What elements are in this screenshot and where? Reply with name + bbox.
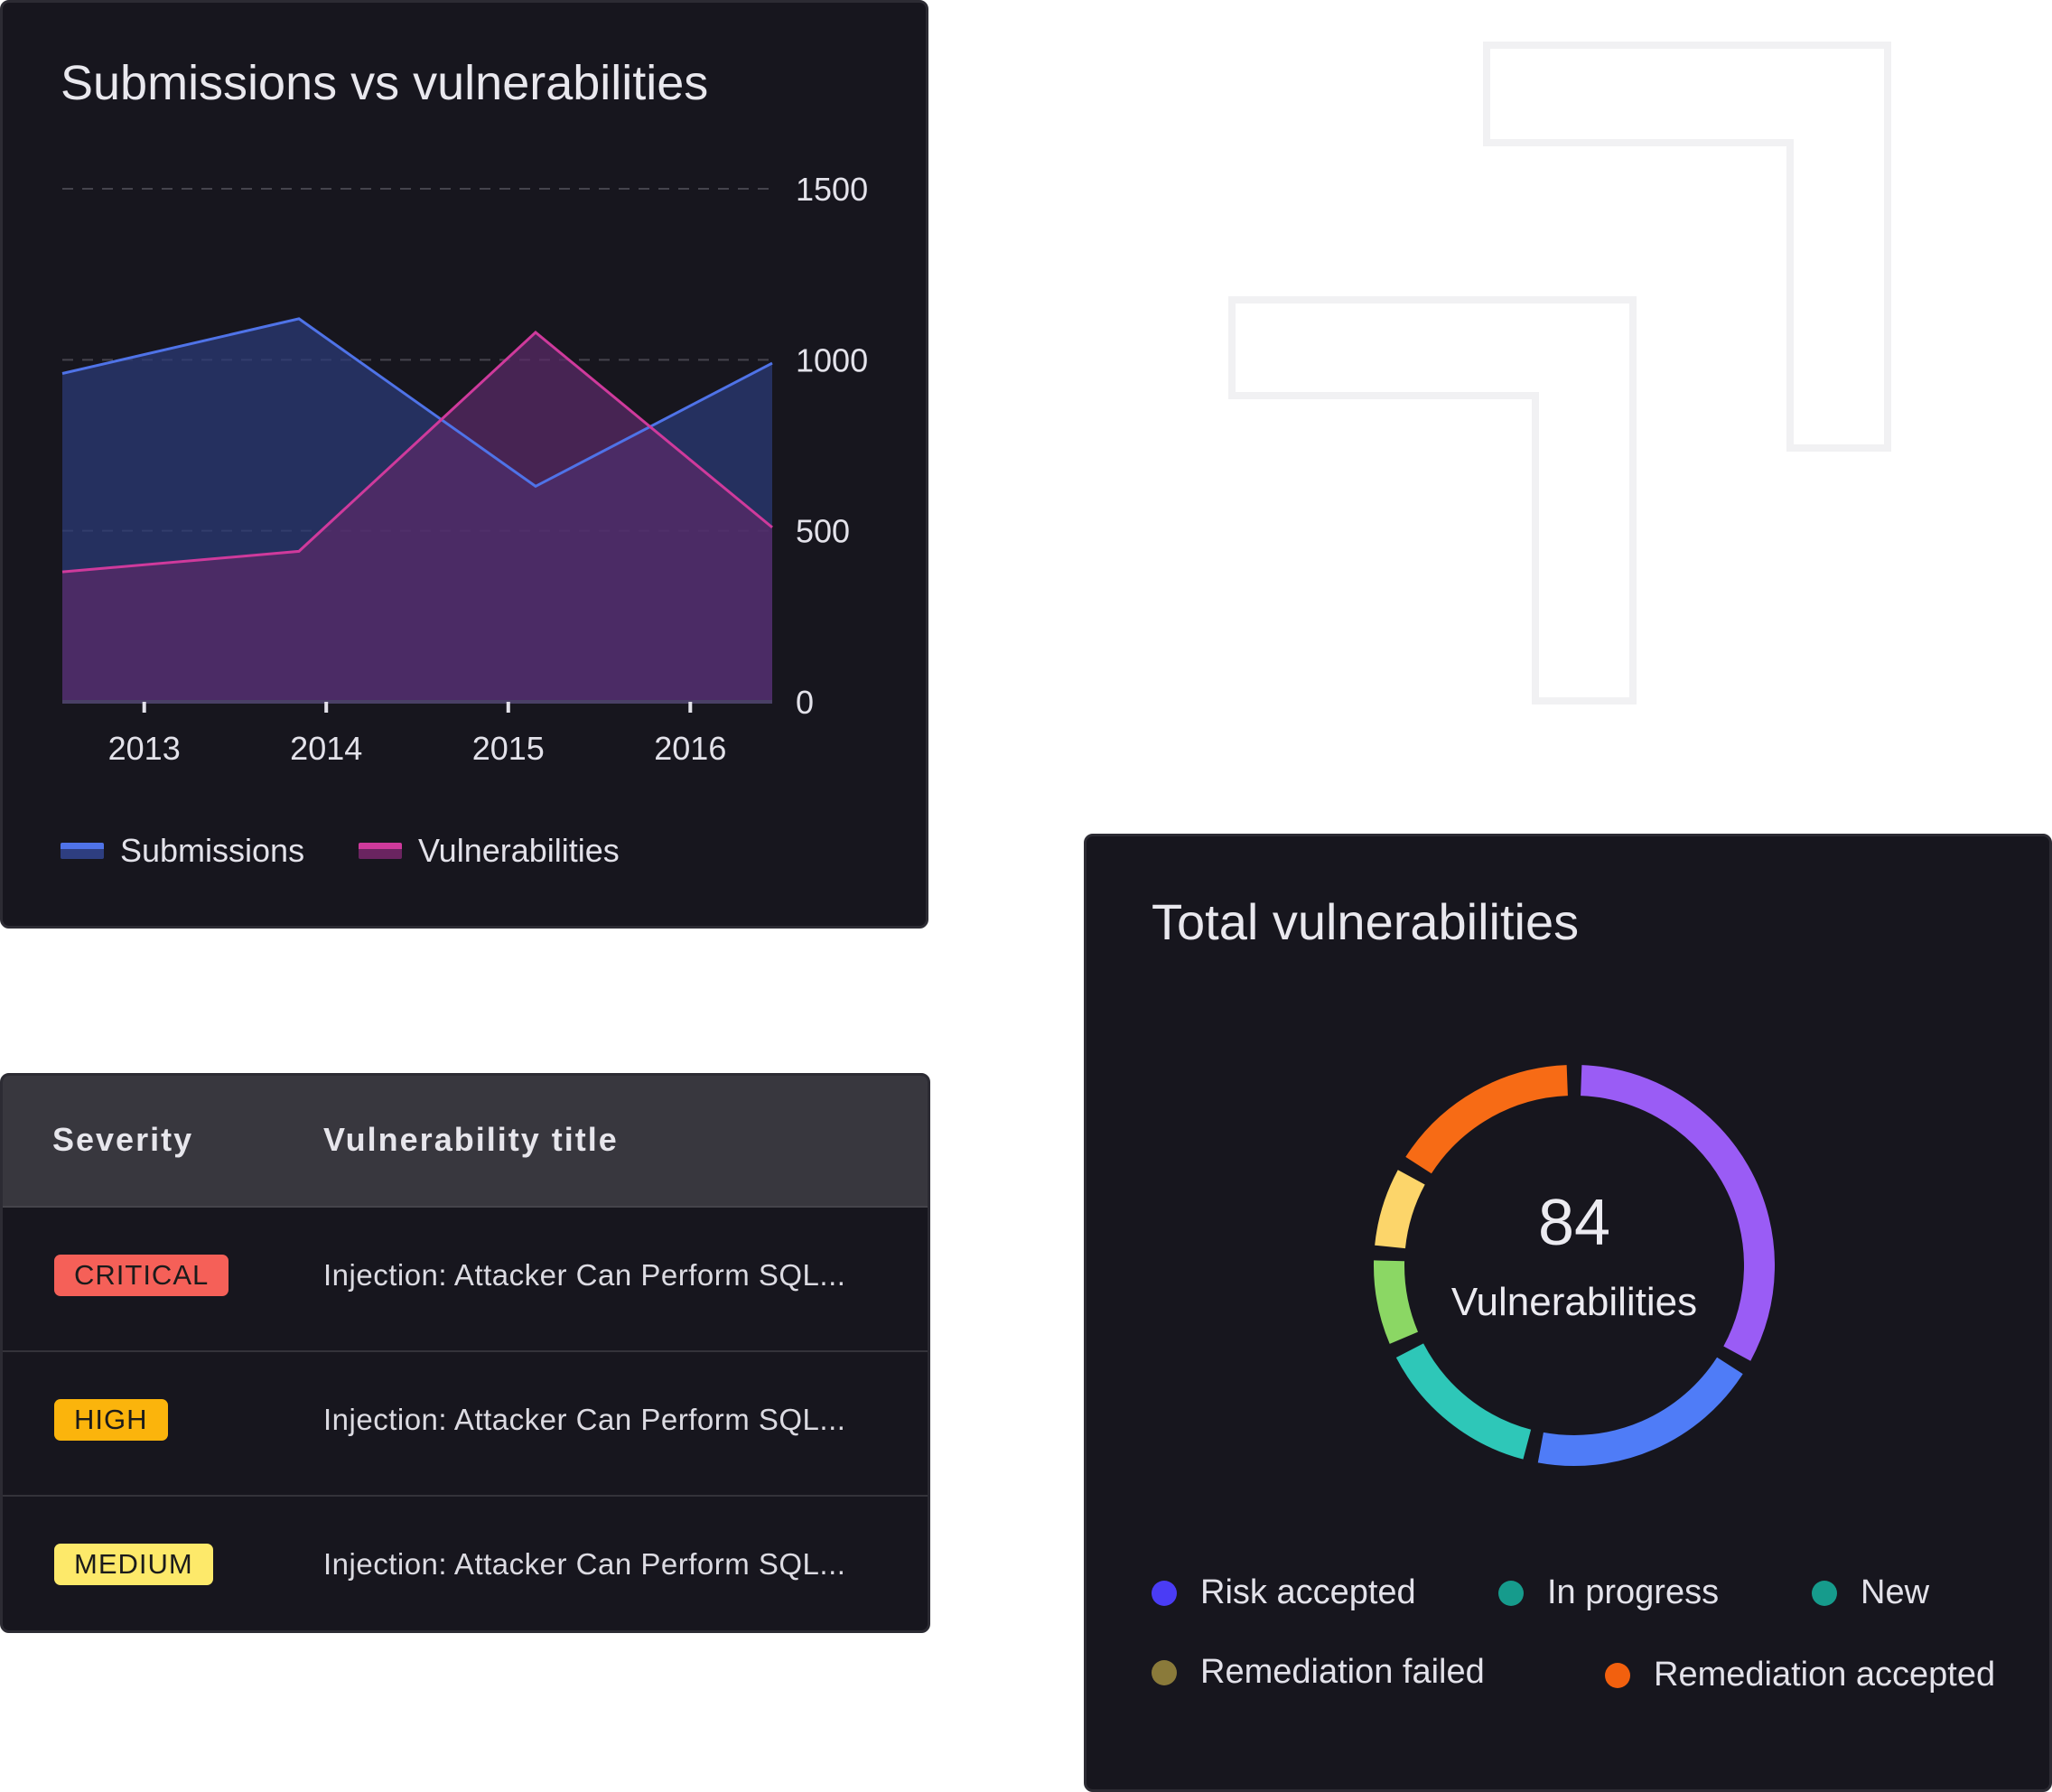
- donut-segment[interactable]: [1374, 1260, 1419, 1344]
- vulnerability-title[interactable]: Injection: Attacker Can Perform SQL...: [323, 1547, 846, 1581]
- y-tick-label: 1500: [796, 171, 868, 208]
- donut-title: Total vulnerabilities: [1152, 893, 1580, 950]
- decorative-outline-shapes: [1228, 42, 1891, 705]
- donut-chart: 84 Vulnerabilities: [1374, 1065, 1775, 1466]
- vulnerability-title[interactable]: Injection: Attacker Can Perform SQL...: [323, 1403, 846, 1436]
- severity-badge: CRITICAL: [54, 1255, 229, 1296]
- header-vulnerability-title: Vulnerability title: [323, 1121, 619, 1158]
- donut-segment[interactable]: [1405, 1065, 1569, 1174]
- legend-label: Risk accepted: [1200, 1573, 1416, 1611]
- donut-segment[interactable]: [1580, 1065, 1775, 1361]
- y-tick-label: 0: [796, 684, 814, 721]
- legend-submissions: Submissions: [61, 832, 304, 870]
- legend-dot: [1812, 1580, 1837, 1606]
- submissions-swatch: [61, 843, 104, 859]
- x-tick-label: 2014: [290, 730, 362, 767]
- table-header: Severity Vulnerability title: [3, 1076, 928, 1208]
- legend-dot: [1498, 1580, 1524, 1606]
- vulnerability-table: Severity Vulnerability title CRITICAL In…: [0, 1073, 930, 1633]
- legend-remediation-failed: Remediation failed: [1152, 1653, 1485, 1692]
- legend-vulnerabilities-label: Vulnerabilities: [418, 832, 620, 869]
- donut-segment[interactable]: [1537, 1357, 1743, 1466]
- chart-title: Submissions vs vulnerabilities: [61, 56, 709, 110]
- y-tick-label: 500: [796, 513, 850, 550]
- donut-total-label: Vulnerabilities: [1451, 1280, 1697, 1324]
- donut-segment[interactable]: [1395, 1343, 1532, 1460]
- legend-submissions-label: Submissions: [120, 832, 305, 869]
- legend-label: In progress: [1547, 1573, 1720, 1611]
- legend-label: Remediation failed: [1200, 1653, 1485, 1691]
- x-tick-label: 2015: [472, 730, 545, 767]
- legend-label: Remediation accepted: [1654, 1656, 1996, 1694]
- y-tick-label: 1000: [796, 341, 868, 378]
- severity-badge: MEDIUM: [54, 1544, 213, 1585]
- table-row[interactable]: HIGH Injection: Attacker Can Perform SQL…: [3, 1352, 928, 1497]
- vulnerabilities-swatch: [359, 843, 402, 859]
- x-tick-label: 2016: [654, 730, 726, 767]
- legend-vulnerabilities: Vulnerabilities: [359, 832, 620, 870]
- table-row[interactable]: MEDIUM Injection: Attacker Can Perform S…: [3, 1497, 928, 1630]
- header-severity: Severity: [52, 1121, 194, 1158]
- submissions-chart-card: Submissions vs vulnerabilities 1500 1000 5…: [0, 0, 928, 929]
- table-row[interactable]: CRITICAL Injection: Attacker Can Perform…: [3, 1208, 928, 1352]
- legend-in-progress: In progress: [1498, 1573, 1719, 1612]
- line-submissions: [61, 317, 773, 489]
- legend-new: New: [1812, 1573, 1929, 1612]
- legend-dot: [1152, 1659, 1177, 1685]
- x-tick-label: 2013: [108, 730, 181, 767]
- donut-segment[interactable]: [1375, 1170, 1425, 1249]
- area-vulnerabilities: [62, 332, 772, 702]
- vulnerability-title[interactable]: Injection: Attacker Can Perform SQL...: [323, 1258, 846, 1292]
- total-vulnerabilities-card: Total vulnerabilities 84 Vulnerabilities…: [1084, 834, 2052, 1792]
- legend-risk-accepted: Risk accepted: [1152, 1573, 1416, 1612]
- legend-remediation-accepted: Remediation accepted: [1605, 1656, 1995, 1694]
- line-vulnerabilities: [61, 331, 773, 574]
- donut-total-value: 84: [1538, 1187, 1610, 1259]
- legend-dot: [1152, 1580, 1177, 1606]
- severity-badge: HIGH: [54, 1399, 168, 1441]
- legend-dot: [1605, 1662, 1630, 1688]
- legend-label: New: [1861, 1573, 1930, 1611]
- area-chart: 1500 1000 500 0 2013 2014 2015 2016: [61, 171, 868, 767]
